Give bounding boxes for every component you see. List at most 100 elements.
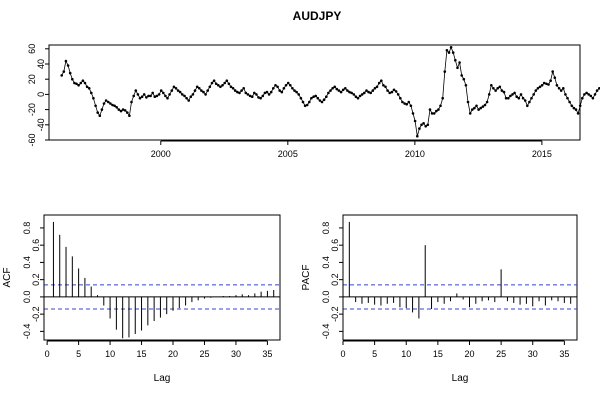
ts-point xyxy=(473,106,476,110)
ts-point xyxy=(530,96,533,100)
ts-point xyxy=(238,91,241,95)
ts-point xyxy=(572,106,576,110)
ts-x-tick-label: 2005 xyxy=(278,149,298,159)
time-series-panel: 2000 2005 2010 2015 -60 -20 20 60 -40 0 40 xyxy=(27,44,600,159)
pacf-panel: 0 5 10 15 20 25 30 35 Lag -0.4 0.0 0.4 0.8 -0.2 0.2 0.6… xyxy=(301,214,578,384)
ts-point xyxy=(369,91,373,95)
acf-y-tick-label: 0.4 xyxy=(22,256,32,269)
acf-x-tick-label: 10 xyxy=(105,349,115,359)
ts-point xyxy=(595,89,599,92)
ts-point xyxy=(477,108,480,111)
acf-y-minor-tick-label: 0.2 xyxy=(31,273,41,286)
ts-point xyxy=(447,51,451,54)
ts-point xyxy=(390,90,394,94)
pacf-plot-frame xyxy=(342,214,578,341)
ts-point xyxy=(576,112,580,115)
ts-point xyxy=(373,87,377,90)
ts-point xyxy=(318,99,322,102)
pacf-y-minor-tick-label: -0.2 xyxy=(330,306,340,322)
ts-point xyxy=(265,90,269,94)
ts-point xyxy=(418,127,421,130)
ts-point xyxy=(401,100,404,104)
ts-point xyxy=(162,91,165,95)
pacf-y-tick-label: 0.0 xyxy=(321,291,331,304)
ts-point xyxy=(157,93,161,96)
ts-point xyxy=(130,100,133,104)
ts-point xyxy=(149,94,152,98)
ts-point xyxy=(134,89,138,92)
ts-point xyxy=(138,96,142,100)
ts-point xyxy=(282,87,286,90)
ts-point xyxy=(94,104,97,108)
ts-point xyxy=(547,83,550,86)
ts-point xyxy=(217,84,220,87)
ts-point xyxy=(221,84,224,87)
pacf-x-tick-label: 25 xyxy=(496,349,506,359)
ts-point xyxy=(545,82,548,86)
ts-point xyxy=(471,108,474,111)
ts-point xyxy=(284,84,288,87)
ts-point xyxy=(566,96,569,100)
acf-panel: 0 5 10 15 20 25 30 35 Lag -0.4 0.0 0.4 0.8 -0.2 0.2 0.6… xyxy=(2,214,281,384)
ts-point xyxy=(191,93,195,96)
ts-point xyxy=(66,64,70,67)
ts-point xyxy=(519,93,523,96)
ts-point xyxy=(113,104,116,108)
ts-point xyxy=(92,96,95,100)
ts-point xyxy=(79,81,83,85)
ts-point xyxy=(109,102,112,105)
ts-point xyxy=(299,96,303,100)
ts-point xyxy=(104,99,108,102)
ts-point xyxy=(183,94,186,98)
acf-x-tick-label: 30 xyxy=(231,349,241,359)
ts-x-tick-label: 2000 xyxy=(151,149,171,159)
ts-point xyxy=(102,102,106,105)
ts-point xyxy=(581,96,584,100)
ts-point xyxy=(367,90,370,94)
ts-point xyxy=(145,96,148,99)
ts-point xyxy=(227,82,231,86)
ts-point xyxy=(140,95,144,98)
ts-point xyxy=(303,104,307,108)
ts-point xyxy=(100,108,104,111)
ts-point xyxy=(583,93,586,96)
ts-point xyxy=(269,90,273,94)
ts-point xyxy=(187,99,190,102)
ts-point xyxy=(483,103,487,107)
ts-point xyxy=(504,96,508,100)
ts-point xyxy=(350,91,353,95)
ts-point xyxy=(174,87,178,90)
ts-point xyxy=(386,89,389,92)
ts-point xyxy=(126,111,129,114)
ts-point xyxy=(244,91,248,95)
ts-point xyxy=(301,100,305,104)
pacf-x-tick-label: 15 xyxy=(433,349,443,359)
ts-point xyxy=(170,89,174,92)
ts-point xyxy=(515,95,518,98)
pacf-x-tick-label: 0 xyxy=(340,349,345,359)
ts-point xyxy=(352,93,356,96)
ts-point xyxy=(479,106,483,110)
ts-point xyxy=(107,100,110,104)
ts-point xyxy=(430,112,434,115)
ts-point xyxy=(115,106,118,109)
ts-point xyxy=(526,104,529,108)
ts-point xyxy=(327,91,330,95)
ts-point xyxy=(405,103,409,106)
ts-point xyxy=(168,93,171,96)
ts-point xyxy=(500,89,504,92)
ts-point xyxy=(278,89,282,92)
ts-point xyxy=(341,88,345,92)
ts-point xyxy=(562,87,565,90)
acf-y-tick-label: 0.8 xyxy=(22,222,32,235)
ts-point xyxy=(206,89,209,92)
ts-point xyxy=(426,123,430,127)
ts-point xyxy=(195,85,199,89)
acf-x-tick-label: 5 xyxy=(76,349,81,359)
ts-point xyxy=(223,81,226,85)
ts-point xyxy=(274,84,277,87)
ts-x-tick-label: 2015 xyxy=(532,149,552,159)
ts-point xyxy=(136,93,140,96)
ts-plot-frame xyxy=(48,44,581,141)
